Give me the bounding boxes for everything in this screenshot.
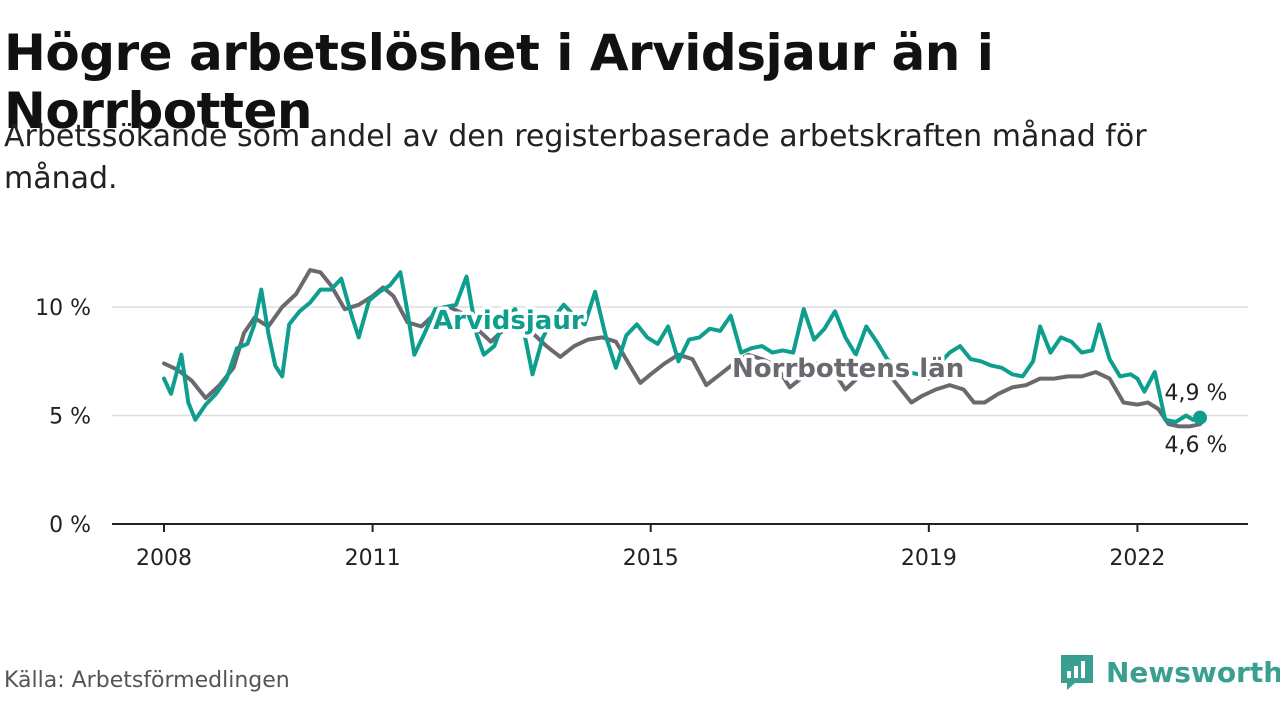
x-tick-label: 2008 — [136, 546, 192, 571]
end-label-norrbotten: 4,6 % — [1165, 433, 1228, 458]
x-tick-label: 2015 — [623, 546, 679, 571]
brand-name: Newsworthy — [1106, 655, 1280, 689]
series-label-norrbotten: Norrbottens län — [732, 354, 964, 384]
y-tick-label: 0 % — [49, 513, 91, 538]
x-tick-label: 2022 — [1109, 546, 1165, 571]
x-tick-label: 2019 — [901, 546, 957, 571]
y-tick-label: 10 % — [35, 296, 91, 321]
end-point-arvidsjaur — [1193, 410, 1207, 425]
newsworthy-brand[interactable]: Newsworthy — [1058, 652, 1280, 692]
series-label-arvidsjaur: Arvidsjaur — [433, 306, 584, 336]
chart-subtitle: Arbetssökande som andel av den registerb… — [4, 119, 1147, 196]
series-line-arvidsjaur — [162, 270, 1202, 424]
end-label-arvidsjaur: 4,9 % — [1165, 381, 1228, 406]
source-note: Källa: Arbetsförmedlingen — [4, 668, 290, 693]
chart-title: Högre arbetslöshet i Arvidsjaur än i Nor… — [4, 24, 994, 140]
y-tick-label: 5 % — [49, 405, 91, 430]
x-tick-label: 2011 — [345, 546, 401, 571]
newsworthy-logo-icon — [1061, 655, 1093, 690]
